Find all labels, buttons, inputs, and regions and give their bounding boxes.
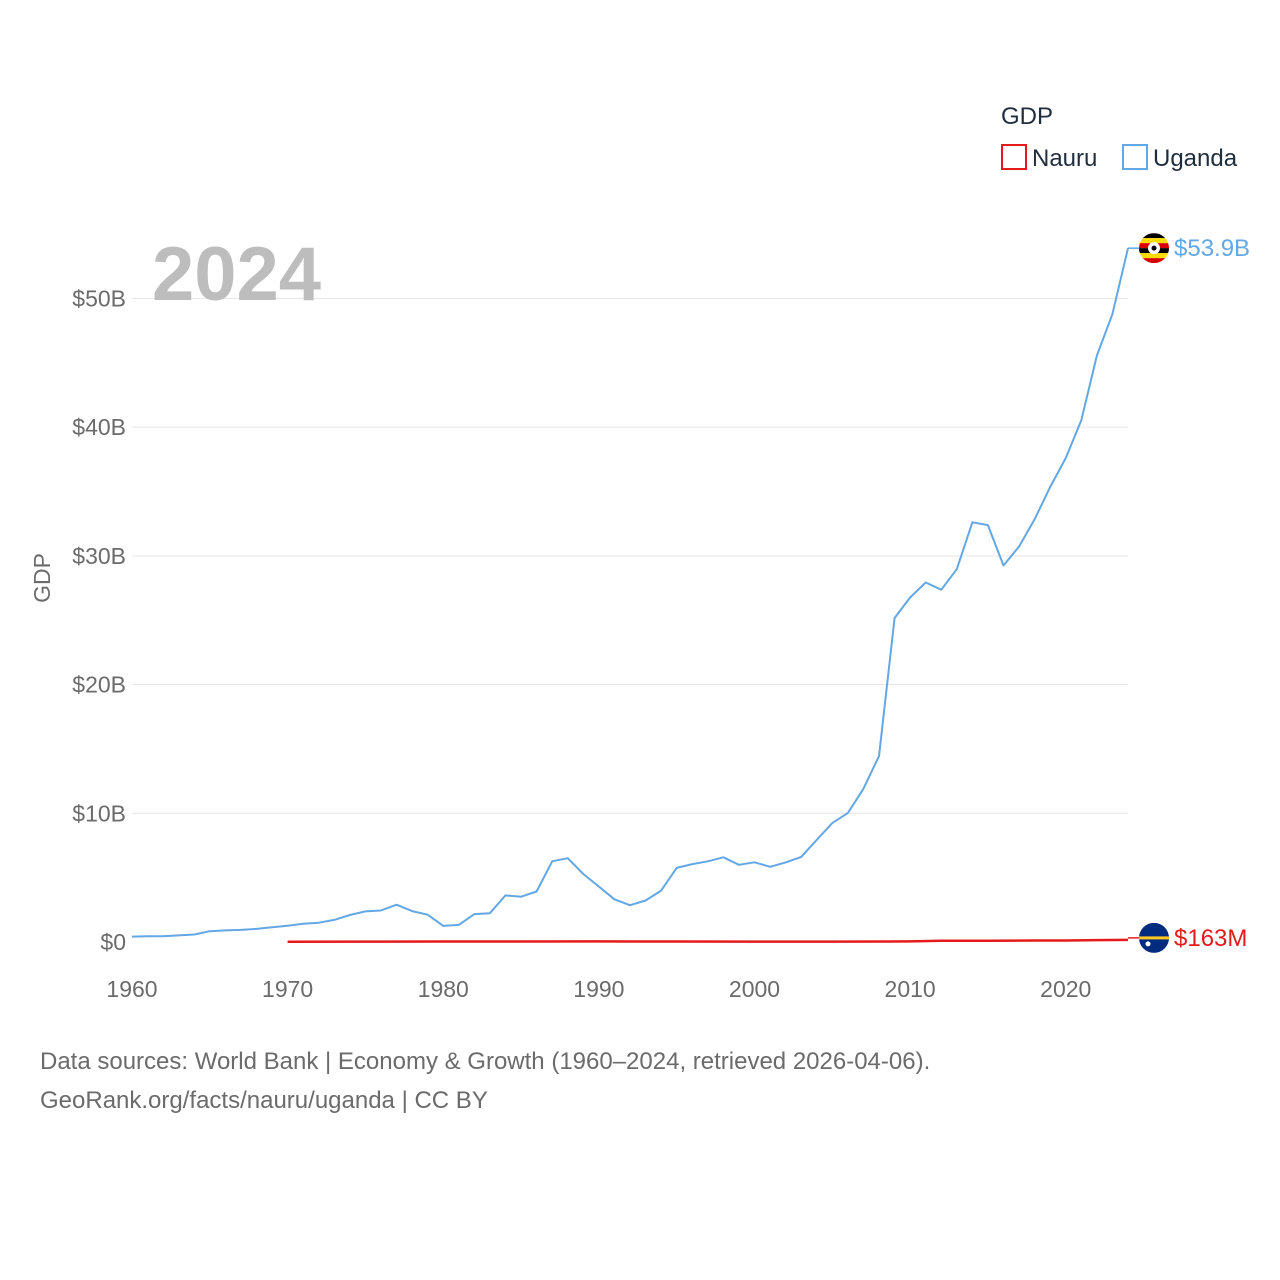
uganda-end-label: $53.9B <box>1174 235 1250 262</box>
x-tick-label: 2010 <box>885 976 936 1002</box>
series-lines <box>131 247 1129 943</box>
y-tick-label: $20B <box>72 672 126 698</box>
footer: Data sources: World Bank | Economy & Gro… <box>40 1042 1240 1120</box>
legend-title: GDP <box>1001 103 1053 130</box>
x-tick-label: 1990 <box>573 976 624 1002</box>
legend-label-nauru[interactable]: Nauru <box>1032 145 1097 172</box>
y-tick-label: $40B <box>72 414 126 440</box>
x-tick-label: 2000 <box>729 976 780 1002</box>
x-tick-label: 1980 <box>418 976 469 1002</box>
series-line-nauru[interactable] <box>287 938 1129 943</box>
year-label: 2024 <box>152 232 321 317</box>
end-markers: $53.9B $163M <box>1128 233 1250 953</box>
gdp-chart: $0 $10B $20B $30B $40B $50B 1960 1970 1980 1990 2… <box>29 103 1250 1002</box>
x-axis: 1960 1970 1980 1990 2000 2010 2020 <box>106 976 1091 1002</box>
y-tick-label: $30B <box>72 543 126 569</box>
nauru-end-label: $163M <box>1174 925 1247 952</box>
legend-swatch-uganda[interactable] <box>1122 144 1148 170</box>
legend-label-uganda[interactable]: Uganda <box>1153 145 1238 172</box>
footer-sources: Data sources: World Bank | Economy & Gro… <box>40 1048 931 1075</box>
legend: GDP Nauru Uganda <box>1001 103 1238 172</box>
x-tick-label: 2020 <box>1040 976 1091 1002</box>
y-tick-label: $10B <box>72 800 126 826</box>
y-axis-title: GDP <box>29 553 55 603</box>
y-tick-label: $50B <box>72 285 126 311</box>
gridlines <box>132 297 1128 814</box>
footer-link[interactable]: GeoRank.org/facts/nauru/uganda | CC BY <box>40 1087 488 1114</box>
series-line-uganda[interactable] <box>131 247 1129 938</box>
y-axis: $0 $10B $20B $30B $40B $50B <box>72 285 126 955</box>
x-tick-label: 1960 <box>106 976 157 1002</box>
x-tick-label: 1970 <box>262 976 313 1002</box>
legend-swatch-nauru[interactable] <box>1001 144 1027 170</box>
y-tick-label: $0 <box>100 929 126 955</box>
nauru-flag-icon <box>1139 922 1169 953</box>
uganda-flag-icon <box>1139 233 1169 264</box>
